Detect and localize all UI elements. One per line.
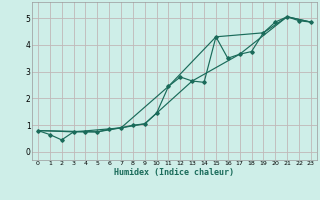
X-axis label: Humidex (Indice chaleur): Humidex (Indice chaleur) [115, 168, 234, 177]
